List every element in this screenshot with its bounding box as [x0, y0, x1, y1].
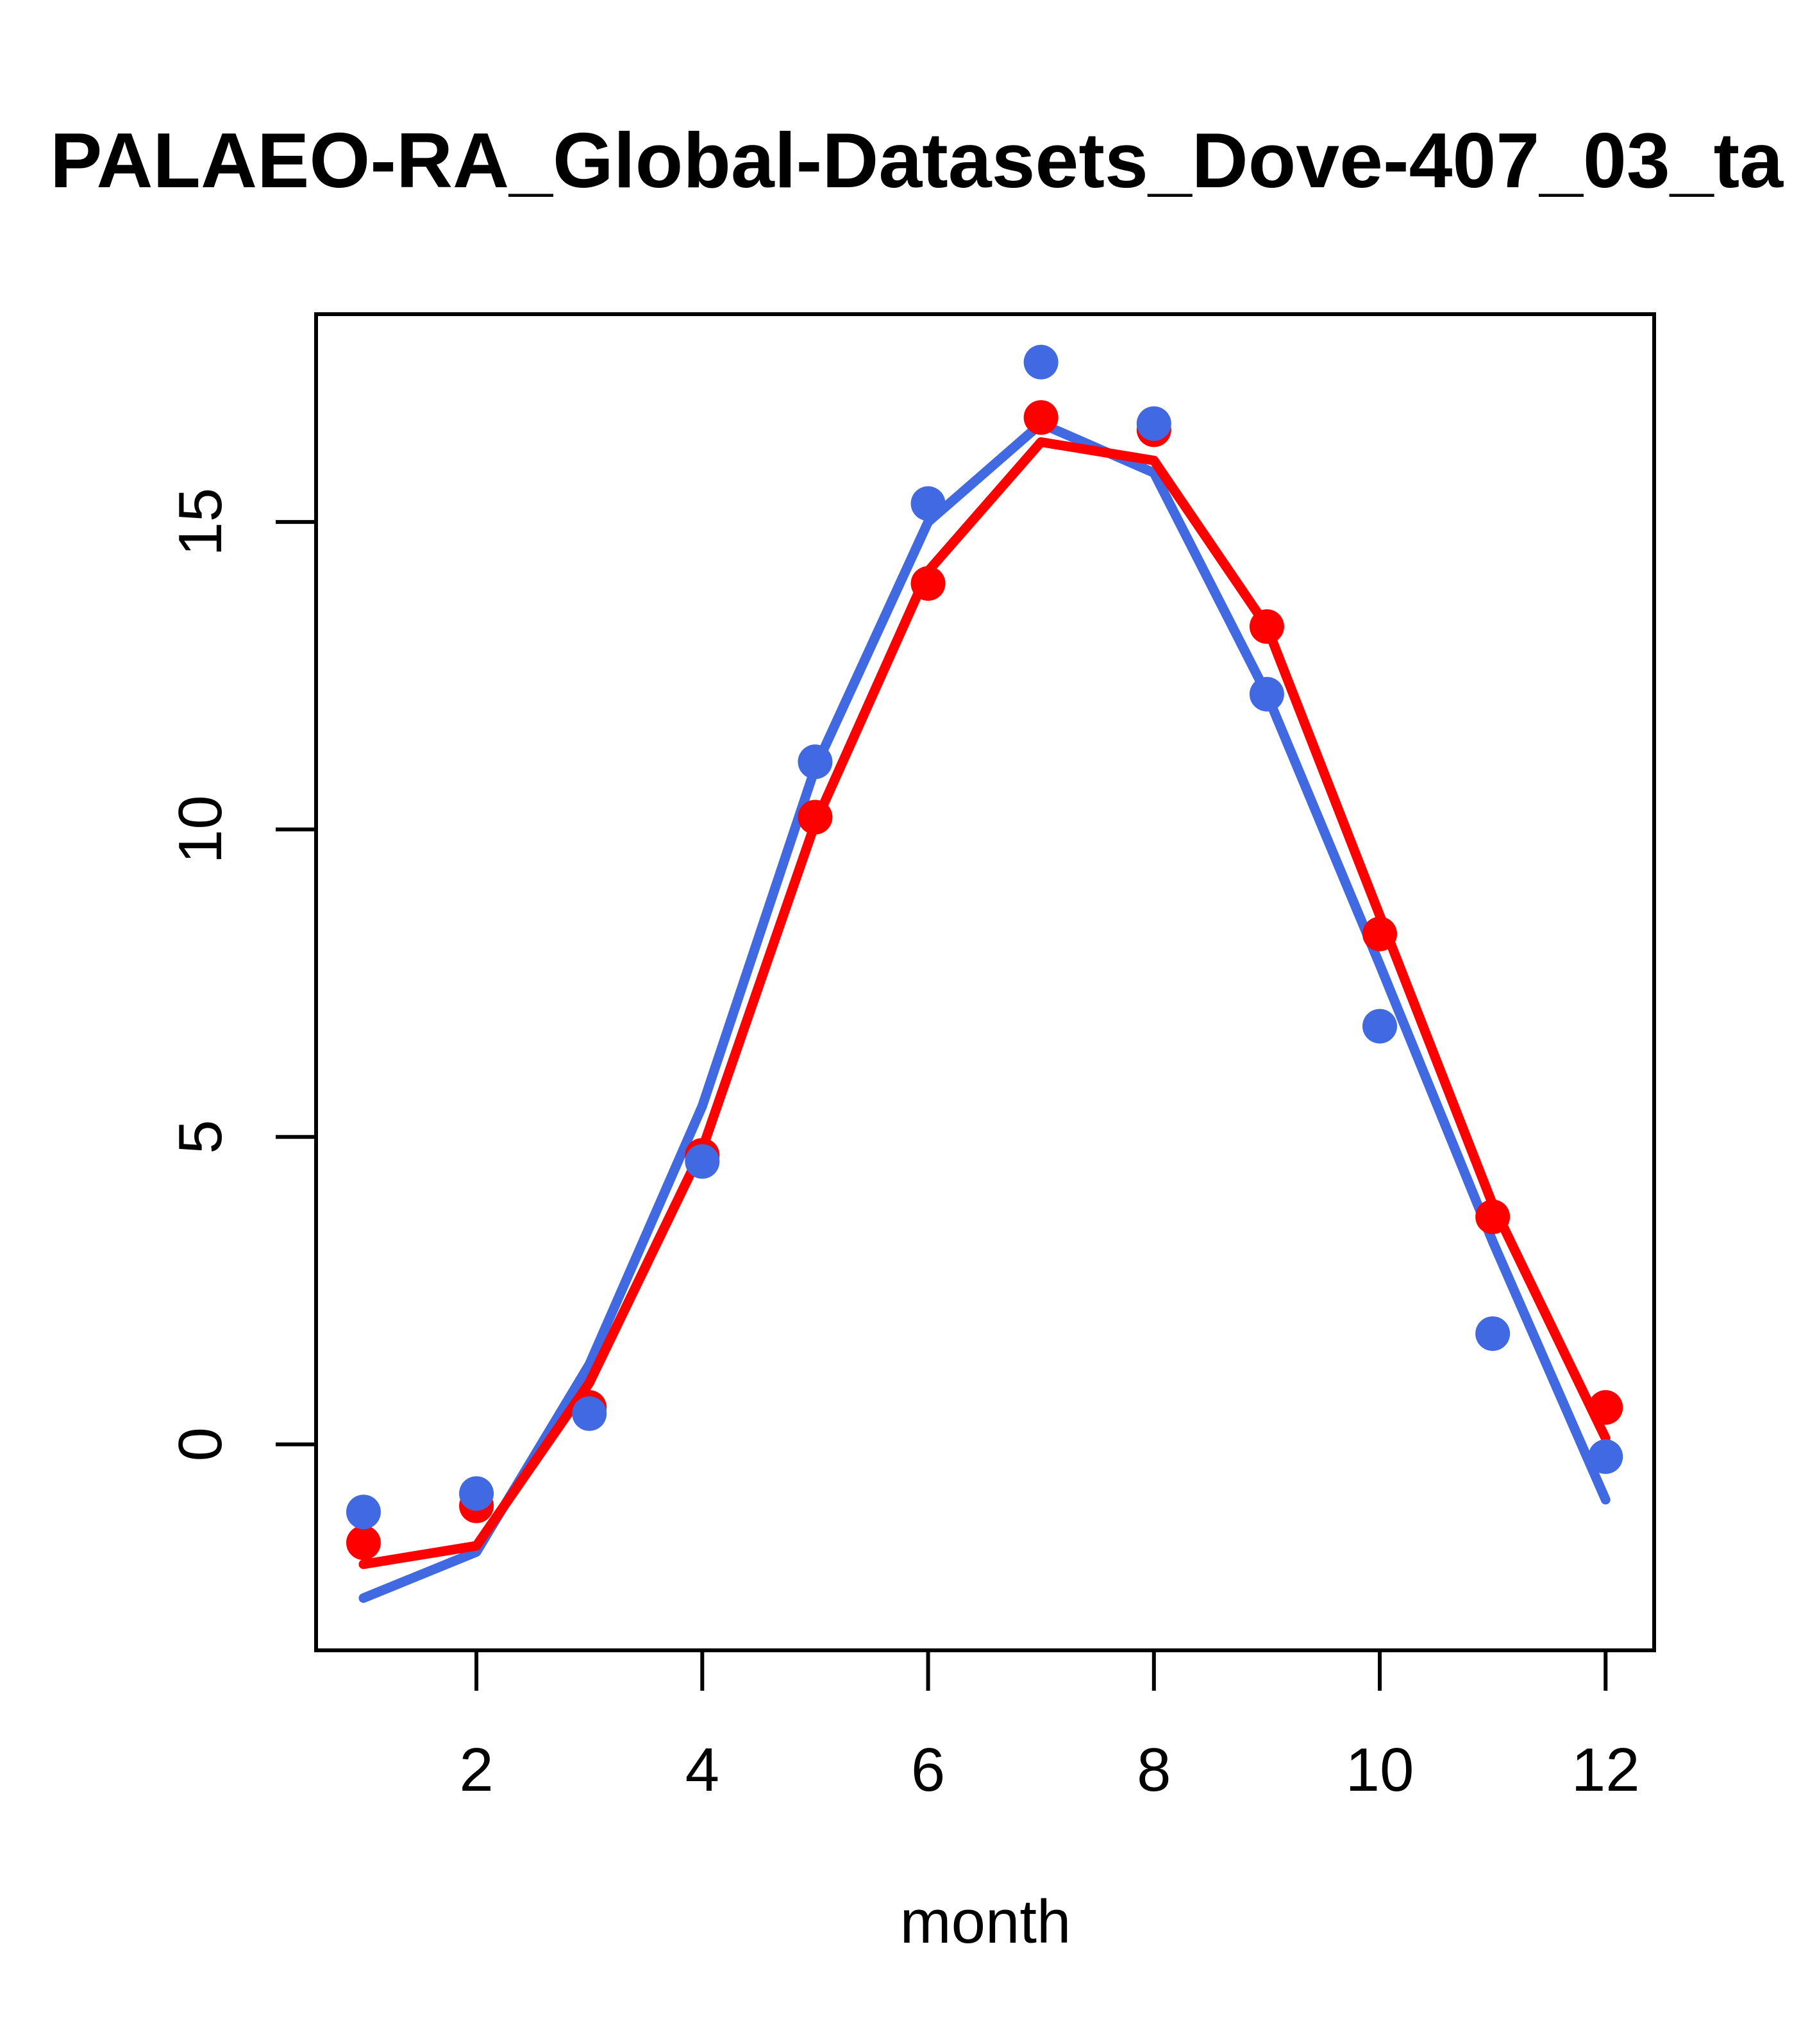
- x-tick-label: 4: [685, 1736, 719, 1804]
- x-tick-label: 12: [1571, 1736, 1640, 1804]
- red-points-point: [1362, 916, 1398, 951]
- y-tick-label: 0: [166, 1427, 235, 1461]
- blue-points-point: [346, 1495, 381, 1530]
- blue-points-point: [798, 744, 833, 780]
- x-tick-label: 2: [459, 1736, 493, 1804]
- blue-points-point: [1023, 344, 1059, 380]
- plot-title: PALAEO-RA_Global-Datasets_Dove-407_03_ta: [50, 117, 1784, 204]
- red-line-path: [358, 437, 1611, 1570]
- red-points-point: [1023, 400, 1059, 435]
- x-axis: 2 4 6 8 10 12: [459, 1650, 1640, 1804]
- red-points-point: [910, 566, 946, 601]
- x-tick-label: 6: [911, 1736, 945, 1804]
- series-layer: [346, 344, 1623, 1603]
- plot-box: [314, 312, 1656, 1652]
- y-axis: 0 5 10 15: [166, 488, 316, 1461]
- red-points-point: [798, 800, 833, 835]
- red-points-point: [1475, 1199, 1511, 1234]
- blue-points-point: [1249, 676, 1284, 712]
- blue-points-point: [1362, 1009, 1398, 1044]
- blue-points-point: [1136, 406, 1171, 441]
- y-tick-label: 15: [166, 488, 235, 557]
- red-points-point: [1249, 609, 1284, 644]
- blue-points-point: [910, 486, 946, 521]
- blue-line-path: [358, 419, 1611, 1603]
- blue-points-point: [1588, 1439, 1623, 1474]
- red-points-point: [1588, 1390, 1623, 1425]
- blue-points-point: [1475, 1316, 1511, 1352]
- blue-points-point: [572, 1396, 607, 1431]
- red-points-point: [346, 1525, 381, 1561]
- x-axis-title: month: [900, 1888, 1071, 1956]
- blue-points-point: [685, 1144, 720, 1179]
- y-tick-label: 10: [166, 795, 235, 864]
- x-tick-label: 10: [1346, 1736, 1414, 1804]
- y-tick-label: 5: [166, 1120, 235, 1154]
- x-tick-label: 8: [1137, 1736, 1171, 1804]
- blue-points-point: [459, 1476, 494, 1511]
